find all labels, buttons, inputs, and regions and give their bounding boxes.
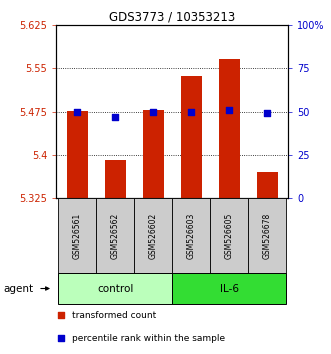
Text: transformed count: transformed count (72, 310, 157, 320)
Text: GSM526561: GSM526561 (73, 212, 82, 258)
Text: GSM526678: GSM526678 (262, 212, 271, 258)
Bar (181, 76, 202, 198)
Bar (143, 110, 164, 198)
Text: GSM526562: GSM526562 (111, 212, 119, 258)
Bar (58, 273, 172, 304)
Point (58, 336, 64, 341)
Title: GDS3773 / 10353213: GDS3773 / 10353213 (109, 11, 235, 24)
Point (74, 109, 80, 114)
Point (151, 109, 156, 114)
Bar (96, 198, 134, 273)
Point (113, 114, 118, 120)
Point (188, 109, 194, 114)
Point (226, 107, 232, 113)
Bar (219, 59, 240, 198)
Bar (172, 198, 210, 273)
Text: GSM526602: GSM526602 (149, 212, 158, 258)
Text: GSM526603: GSM526603 (187, 212, 196, 259)
Text: percentile rank within the sample: percentile rank within the sample (72, 334, 226, 343)
Bar (134, 198, 172, 273)
Bar (210, 198, 248, 273)
Bar (248, 198, 286, 273)
Bar (172, 273, 286, 304)
Text: agent: agent (3, 284, 33, 293)
Point (58, 312, 64, 318)
Bar (257, 172, 277, 198)
Bar (67, 111, 88, 198)
Bar (58, 198, 96, 273)
Text: GSM526605: GSM526605 (225, 212, 234, 259)
Text: IL-6: IL-6 (219, 284, 239, 293)
Point (264, 110, 270, 116)
Bar (105, 160, 125, 198)
Text: control: control (97, 284, 133, 293)
